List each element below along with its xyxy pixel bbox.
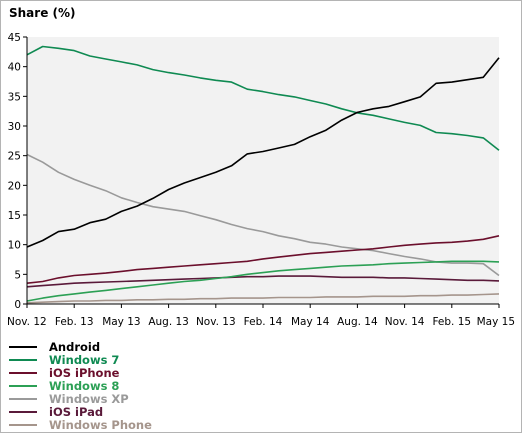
legend-label: iOS iPhone — [49, 366, 120, 380]
y-tick-label: 20 — [8, 180, 21, 192]
y-axis-title: Share (%) — [9, 6, 76, 20]
plot-area: 0 5 10 15 20 25 30 35 40 45 Nov. 12 Feb. 13 May 13 Au… — [7, 32, 515, 328]
plot-background — [27, 37, 499, 304]
y-tick-label: 10 — [8, 240, 21, 252]
legend-label: Windows 8 — [49, 379, 119, 393]
y-tick-label: 5 — [14, 269, 21, 281]
legend-label: Windows 7 — [49, 353, 119, 367]
y-tick-label: 30 — [8, 121, 21, 133]
series-line-ios-ipad — [26, 275, 500, 288]
y-tick-label: 15 — [8, 210, 21, 222]
x-tick-label: Nov. 13 — [196, 316, 236, 328]
y-tick-label: 45 — [8, 32, 21, 44]
x-tick-label: Aug. 14 — [337, 316, 378, 328]
series-line-android — [26, 57, 500, 248]
x-tick-label: May 15 — [477, 316, 515, 328]
x-tick-label: Feb. 14 — [244, 316, 283, 328]
series-line-windows-xp — [26, 153, 500, 277]
x-tick-label: May 14 — [291, 316, 330, 328]
y-tick-label: 0 — [14, 299, 21, 311]
legend-label: iOS iPad — [49, 405, 103, 419]
series-line-windows-7 — [26, 45, 500, 151]
legend-label: Windows Phone — [49, 418, 152, 432]
y-tick-label: 25 — [8, 151, 21, 163]
series-line-windows-phone — [26, 293, 500, 304]
x-tick-label: Nov. 12 — [7, 316, 47, 328]
series-line-ios-iphone — [26, 235, 500, 284]
y-tick-label: 40 — [8, 62, 21, 74]
x-tick-label: Feb. 13 — [55, 316, 94, 328]
series-line-windows-8 — [26, 260, 500, 302]
x-tick-label: May 13 — [102, 316, 140, 328]
x-tick-label: Feb. 15 — [432, 316, 471, 328]
legend-label: Android — [49, 340, 100, 354]
y-tick-label: 35 — [8, 91, 21, 103]
x-tick-label: Nov. 14 — [385, 316, 425, 328]
legend-label: Windows XP — [49, 392, 129, 406]
x-tick-label: Aug. 13 — [148, 316, 189, 328]
